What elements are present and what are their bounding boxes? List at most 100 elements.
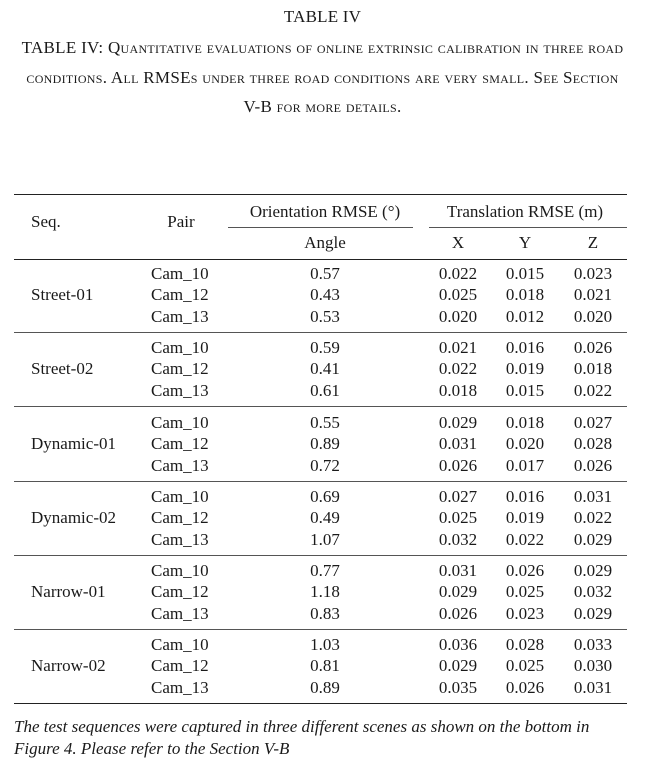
seq-label: Narrow-02 (31, 656, 106, 676)
cell-x: 0.018 (438, 380, 478, 400)
cell-x: 0.026 (438, 455, 478, 475)
cell-angle: 0.53 (310, 306, 340, 326)
cell-pair: Cam_10 (151, 338, 209, 357)
cell-z: 0.029 (573, 529, 613, 549)
cell-x: 0.020 (438, 306, 478, 326)
group-separator-rule (14, 481, 627, 482)
seq-label: Street-02 (31, 359, 94, 379)
cell-angle: 1.07 (310, 529, 340, 549)
group-separator-rule (14, 555, 627, 556)
cell-pair: Cam_13 (151, 455, 209, 475)
cell-x: 0.031 (438, 434, 478, 454)
header-y: Y (518, 233, 532, 252)
header-orientation-rule (228, 227, 413, 228)
cell-pair: Cam_13 (151, 380, 209, 400)
table-caption: TABLE IV: Quantitative evaluations of on… (21, 38, 624, 116)
cell-pair: Cam_13 (151, 306, 209, 326)
cell-x: 0.025 (438, 285, 478, 305)
header-x: X (451, 233, 465, 252)
cell-angle: 0.57 (310, 264, 340, 283)
cell-y: 0.017 (505, 455, 545, 475)
cell-y: 0.026 (505, 677, 545, 697)
cell-pair: Cam_10 (151, 635, 209, 654)
cell-pair: Cam_10 (151, 487, 209, 506)
cell-x: 0.036 (438, 635, 478, 654)
header-seq: Seq. (31, 212, 61, 231)
cell-y: 0.015 (505, 380, 545, 400)
cell-y: 0.012 (505, 306, 545, 326)
header-bottom-rule (14, 259, 627, 260)
cell-x: 0.029 (438, 582, 478, 602)
cell-y: 0.016 (505, 487, 545, 506)
cell-angle: 1.03 (310, 635, 340, 654)
cell-angle: 0.83 (310, 603, 340, 623)
cell-angle: 0.55 (310, 413, 340, 432)
cell-x: 0.027 (438, 487, 478, 506)
cell-angle: 0.61 (310, 380, 340, 400)
cell-pair: Cam_12 (151, 359, 209, 379)
table-label: TABLE IV (283, 7, 362, 26)
seq-label: Dynamic-01 (31, 434, 116, 454)
cell-pair: Cam_10 (151, 264, 209, 283)
header-translation-rule (429, 227, 627, 228)
cell-x: 0.022 (438, 359, 478, 379)
table-top-rule (14, 194, 627, 195)
seq-label: Narrow-01 (31, 582, 106, 602)
cell-z: 0.033 (573, 635, 613, 654)
cell-z: 0.027 (573, 413, 613, 432)
cell-z: 0.021 (573, 285, 613, 305)
cell-angle: 0.43 (310, 285, 340, 305)
header-orientation: Orientation RMSE (°) (249, 202, 401, 221)
cell-pair: Cam_12 (151, 434, 209, 454)
cell-x: 0.035 (438, 677, 478, 697)
cell-y: 0.018 (505, 285, 545, 305)
cell-z: 0.030 (573, 656, 613, 676)
cell-angle: 1.18 (310, 582, 340, 602)
cell-angle: 0.69 (310, 487, 340, 506)
cell-pair: Cam_13 (151, 529, 209, 549)
cell-pair: Cam_12 (151, 582, 209, 602)
cell-y: 0.015 (505, 264, 545, 283)
cell-z: 0.029 (573, 561, 613, 580)
cell-z: 0.031 (573, 677, 613, 697)
cell-y: 0.028 (505, 635, 545, 654)
cell-pair: Cam_13 (151, 603, 209, 623)
cell-z: 0.028 (573, 434, 613, 454)
header-translation: Translation RMSE (m) (446, 202, 604, 221)
cell-z: 0.023 (573, 264, 613, 283)
seq-label: Dynamic-02 (31, 508, 116, 528)
cell-pair: Cam_12 (151, 285, 209, 305)
cell-pair: Cam_12 (151, 656, 209, 676)
cell-pair: Cam_12 (151, 508, 209, 528)
cell-x: 0.025 (438, 508, 478, 528)
cell-x: 0.029 (438, 656, 478, 676)
group-separator-rule (14, 406, 627, 407)
cell-angle: 0.49 (310, 508, 340, 528)
cell-y: 0.022 (505, 529, 545, 549)
cell-angle: 0.89 (310, 677, 340, 697)
cell-y: 0.020 (505, 434, 545, 454)
cell-angle: 0.41 (310, 359, 340, 379)
cell-x: 0.031 (438, 561, 478, 580)
cell-y: 0.025 (505, 656, 545, 676)
cell-y: 0.026 (505, 561, 545, 580)
cell-z: 0.022 (573, 380, 613, 400)
header-angle: Angle (304, 233, 346, 252)
cell-z: 0.032 (573, 582, 613, 602)
group-separator-rule (14, 332, 627, 333)
cell-z: 0.022 (573, 508, 613, 528)
cell-x: 0.032 (438, 529, 478, 549)
table-footnote: The test sequences were captured in thre… (14, 717, 590, 758)
cell-pair: Cam_13 (151, 677, 209, 697)
cell-angle: 0.77 (310, 561, 340, 580)
cell-angle: 0.72 (310, 455, 340, 475)
cell-z: 0.018 (573, 359, 613, 379)
cell-x: 0.029 (438, 413, 478, 432)
header-z: Z (587, 233, 599, 252)
table-bottom-rule (14, 703, 627, 704)
cell-y: 0.019 (505, 359, 545, 379)
cell-z: 0.020 (573, 306, 613, 326)
seq-label: Street-01 (31, 285, 94, 305)
cell-z: 0.031 (573, 487, 613, 506)
cell-y: 0.018 (505, 413, 545, 432)
